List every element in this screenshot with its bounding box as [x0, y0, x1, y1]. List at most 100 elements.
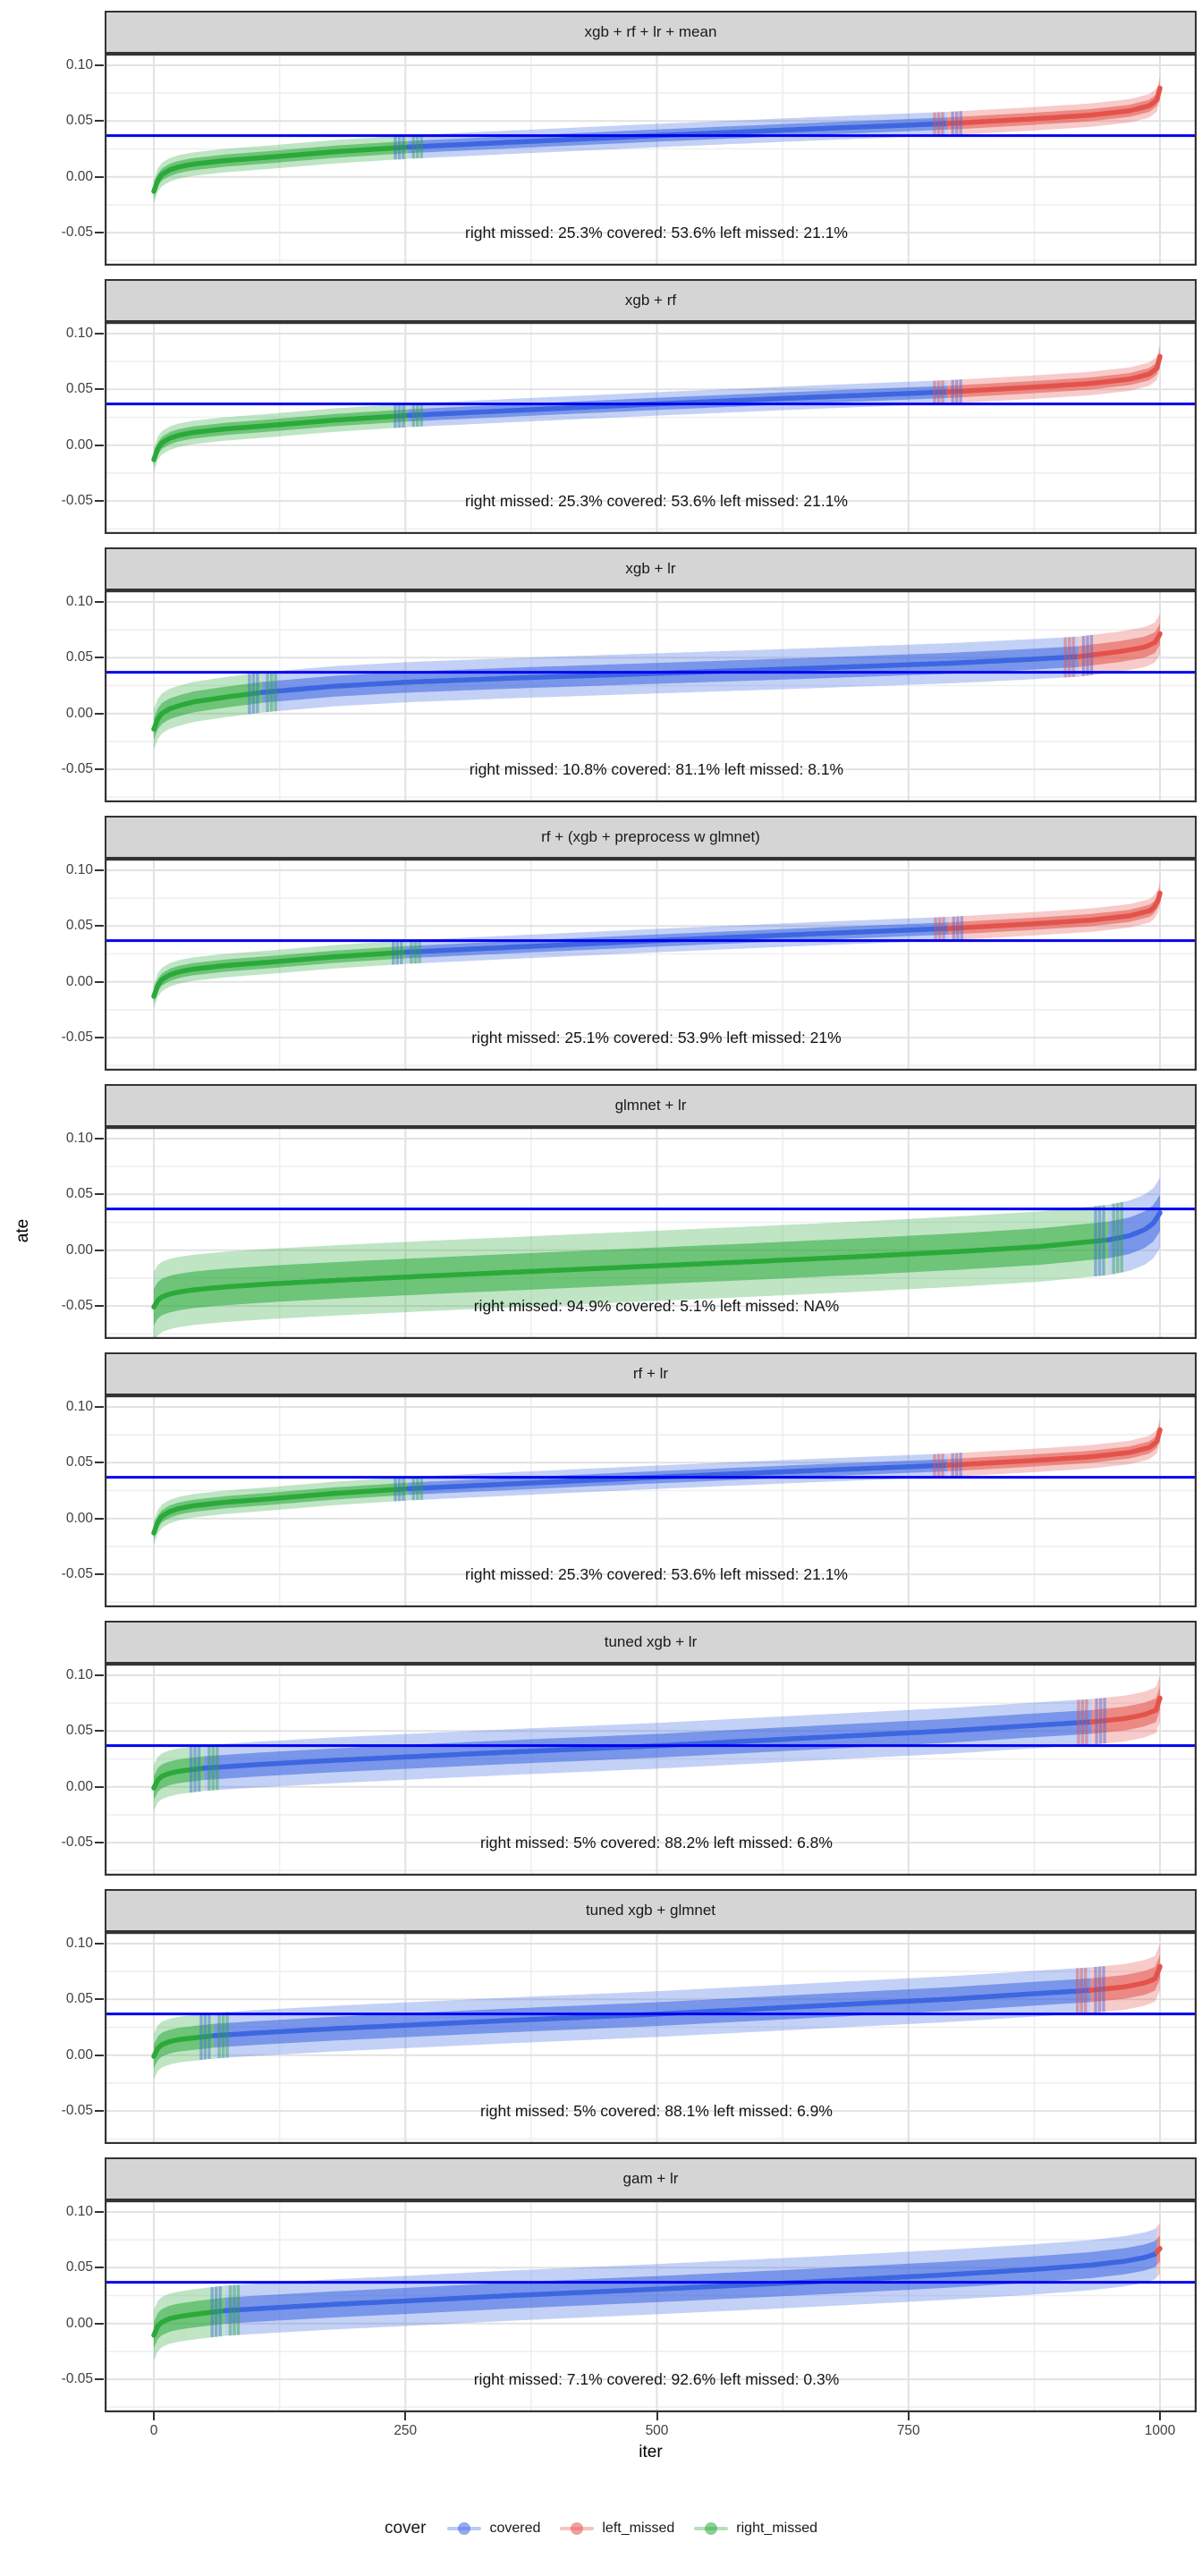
- y-tick-mark: [95, 1193, 104, 1196]
- y-tick-mark: [95, 388, 104, 391]
- boundary-stripe: [956, 916, 960, 940]
- y-tick-mark: [95, 332, 104, 335]
- panel-plot: right missed: 25.1% covered: 53.9% left …: [105, 859, 1197, 1071]
- boundary-stripe: [951, 379, 954, 403]
- left_missed-center-line: [946, 890, 1163, 931]
- y-tick-label: 0.10: [65, 1935, 93, 1951]
- boundary-stripe: [951, 1453, 954, 1477]
- boundary-stripe: [1102, 1205, 1105, 1276]
- boundary-stripe: [215, 2286, 218, 2337]
- facet-strip: xgb + rf + lr + mean: [105, 11, 1197, 54]
- x-tick-label: 250: [394, 2423, 418, 2438]
- boundary-stripe: [941, 1453, 944, 1478]
- right_missed-ribbon-inner: [154, 945, 407, 1003]
- y-tick-mark: [95, 2267, 104, 2269]
- right_missed-center-line: [151, 144, 411, 194]
- boundary-stripe: [211, 1744, 216, 1791]
- x-tick-mark: [907, 2412, 910, 2420]
- right_missed-center-line: [151, 2033, 217, 2059]
- boundary-stripe: [413, 940, 418, 964]
- y-tick-mark: [95, 175, 104, 178]
- panel-border: [105, 1127, 1197, 1339]
- y-tick-label: -0.05: [61, 225, 93, 241]
- y-tick-mark: [95, 1462, 104, 1464]
- facet-strip: gam + lr: [105, 2157, 1197, 2200]
- boundary-stripe: [959, 379, 962, 403]
- boundary-stripe: [1116, 1202, 1120, 1274]
- legend-label-covered: covered: [489, 2521, 541, 2536]
- y-tick-mark: [95, 500, 104, 503]
- y-tick-mark: [95, 1517, 104, 1520]
- panel-border: [105, 1932, 1197, 2144]
- boundary-stripe: [959, 1453, 962, 1477]
- coverage-annotation: right missed: 25.3% covered: 53.6% left …: [465, 492, 848, 510]
- y-tick-label: 0.10: [65, 1398, 93, 1414]
- legend: cover covered left_missed right_missed: [0, 2512, 1202, 2546]
- y-tick-label: 0.00: [65, 436, 93, 453]
- y-tick-mark: [95, 1730, 104, 1733]
- boundary-stripe: [1097, 1966, 1102, 2012]
- boundary-stripe: [419, 1476, 423, 1500]
- covered-ribbon-inner: [1108, 1194, 1160, 1258]
- y-tick-label: 0.00: [65, 2046, 93, 2063]
- y-tick-mark: [95, 64, 104, 66]
- x-tick-mark: [656, 2412, 658, 2420]
- y-tick-label: 0.00: [65, 1241, 93, 1258]
- boundary-stripe: [274, 671, 277, 712]
- boundary-stripe: [1103, 1698, 1106, 1744]
- boundary-stripe: [217, 2012, 221, 2059]
- x-tick-mark: [404, 2412, 407, 2420]
- legend-item-right-missed: right_missed: [694, 2520, 817, 2538]
- x-tick-label: 1000: [1144, 2423, 1176, 2438]
- left_missed-center-line: [1154, 2246, 1163, 2255]
- y-tick-mark: [95, 869, 104, 871]
- y-tick-mark: [95, 1942, 104, 1945]
- x-tick-mark: [1159, 2412, 1161, 2420]
- legend-item-left-missed: left_missed: [560, 2520, 674, 2538]
- left_missed-center-line: [944, 353, 1163, 394]
- boundary-stripe: [1080, 1699, 1085, 1746]
- panel-plot-svg: right missed: 10.8% covered: 81.1% left …: [105, 590, 1197, 802]
- boundary-stripe: [1120, 1202, 1123, 1273]
- boundary-stripe: [392, 941, 395, 965]
- coverage-annotation: right missed: 5% covered: 88.2% left mis…: [480, 1834, 833, 1852]
- y-tick-mark: [95, 712, 104, 715]
- panel-plot: right missed: 25.3% covered: 53.6% left …: [105, 322, 1197, 534]
- y-tick-mark: [95, 925, 104, 928]
- panel-border: [105, 1664, 1197, 1876]
- boundary-stripe: [395, 941, 399, 965]
- right_missed-ribbon-inner: [154, 140, 409, 198]
- boundary-stripe: [228, 2285, 233, 2336]
- boundary-stripe: [955, 379, 959, 403]
- left_missed-ribbon-inner: [947, 350, 1160, 398]
- y-tick-mark: [95, 2054, 104, 2056]
- boundary-stripe: [256, 673, 259, 714]
- coverage-annotation: right missed: 25.1% covered: 53.9% left …: [471, 1029, 841, 1046]
- boundary-stripe: [1084, 1967, 1088, 2013]
- boundary-stripe: [1076, 1968, 1079, 2014]
- boundary-stripe: [1068, 637, 1071, 678]
- y-tick-mark: [95, 1305, 104, 1308]
- panel-plot-svg: right missed: 25.1% covered: 53.9% left …: [105, 859, 1197, 1071]
- boundary-stripe: [216, 1744, 219, 1791]
- y-tick-label: 0.10: [65, 325, 93, 341]
- boundary-stripe: [1094, 1967, 1097, 2013]
- legend-item-covered: covered: [447, 2520, 540, 2538]
- boundary-stripe: [1071, 637, 1075, 677]
- facet-strip: rf + (xgb + preprocess w glmnet): [105, 816, 1197, 859]
- boundary-stripe: [1081, 636, 1086, 676]
- panel-plot-svg: right missed: 7.1% covered: 92.6% left m…: [105, 2200, 1197, 2412]
- boundary-stripe: [1112, 1203, 1115, 1275]
- facet-strip-title: xgb + rf + lr + mean: [584, 23, 717, 40]
- boundary-stripe: [402, 135, 405, 159]
- y-tick-label: 0.00: [65, 1510, 93, 1526]
- y-tick-label: 0.00: [65, 1778, 93, 1794]
- y-tick-label: 0.10: [65, 593, 93, 609]
- boundary-stripe: [193, 1746, 197, 1792]
- boundary-stripe: [221, 2012, 225, 2058]
- boundary-stripe: [941, 380, 944, 404]
- boundary-stripe: [397, 404, 402, 428]
- legend-label-right-missed: right_missed: [736, 2521, 817, 2536]
- facet-strip-title: xgb + lr: [625, 560, 676, 577]
- y-tick-label: -0.05: [61, 1835, 93, 1851]
